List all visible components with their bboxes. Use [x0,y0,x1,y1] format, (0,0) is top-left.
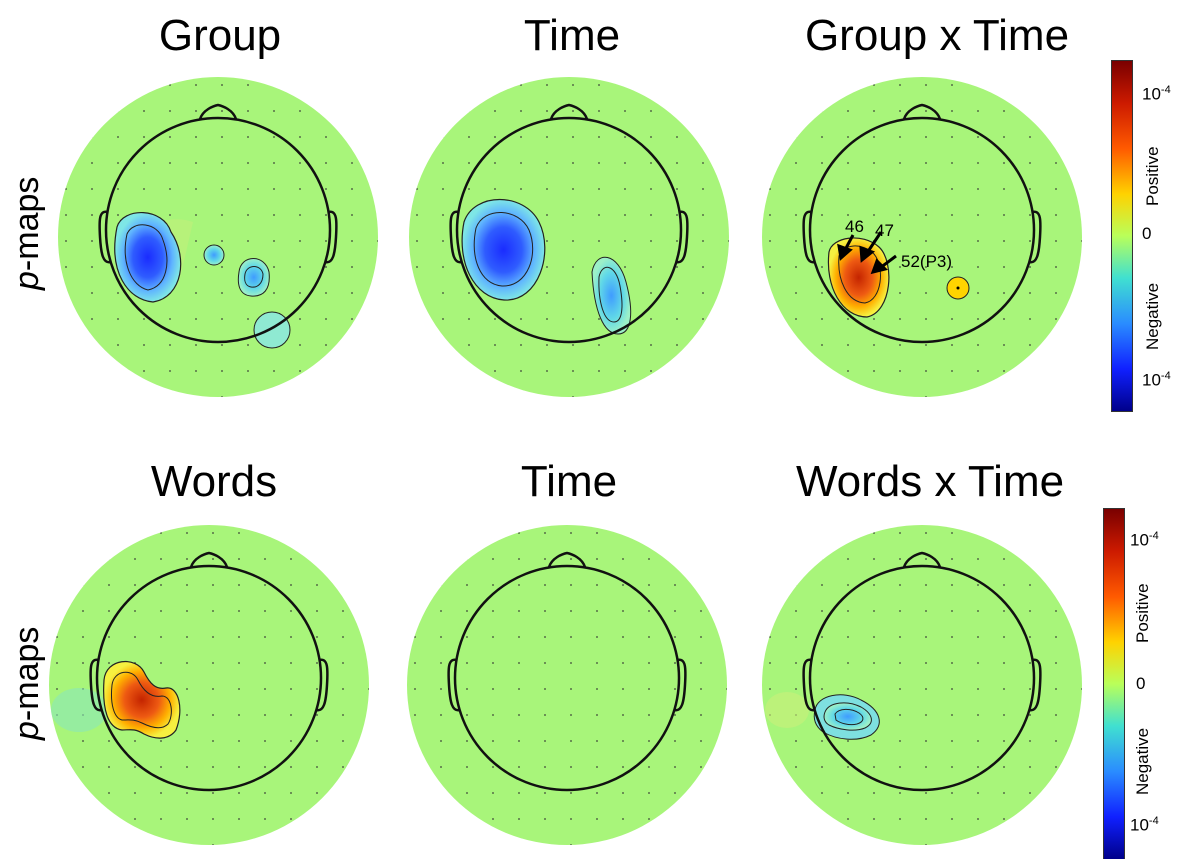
title-group: Group [158,11,282,60]
nose [547,551,587,568]
colorbar-bottom-min-label: 10-4 [1130,815,1159,835]
label-electrode-47: 47 [875,221,894,240]
head-outline [453,564,681,792]
nose [902,551,942,568]
colorbar-top-zero-label: 0 [1142,224,1152,243]
head-outline [95,564,323,792]
blob-negative-small [203,244,225,266]
head-outline [104,116,332,344]
ear-left [802,658,816,712]
row-label-top: p-maps [8,176,46,290]
ear-right [1028,210,1042,264]
arrows [837,231,897,275]
ear-left [89,658,103,712]
colorbar-top-max-label: 10-4 [1142,84,1171,104]
ear-right [315,658,329,712]
head-outline [808,116,1036,344]
colorbar-bottom-negative-label: Negative [1133,727,1152,795]
title-time-bottom: Time [520,457,618,506]
ear-right [673,658,687,712]
blob-positive-left [103,660,181,739]
label-electrode-52: 52(P3) [901,252,952,271]
ear-right [675,210,689,264]
topomap-group-x-time: 46 47 52(P3) [762,77,1082,397]
ear-left [449,210,463,264]
colorbar-top-positive-label: Positive [1143,146,1162,206]
colorbar-bottom [1103,508,1125,859]
colorbar-bottom-positive-label: Positive [1133,583,1152,643]
topomap-group [58,77,378,397]
head-outline [808,564,1036,792]
colorbar-bottom-max-label: 10-4 [1130,530,1159,550]
ear-left [447,658,461,712]
title-time-top: Time [523,11,621,60]
topomap-time-top [409,77,729,397]
nose [549,103,589,120]
row-label-bottom: p-maps [8,626,46,740]
nose [902,103,942,120]
blob-negative-lower [253,311,291,349]
colorbar-top-min-label: 10-4 [1142,370,1171,390]
label-electrode-46: 46 [845,217,864,236]
topomap-time-bottom [407,525,727,845]
title-words-x-time: Words x Time [795,457,1065,506]
title-words: Words [150,457,278,506]
nose [198,103,238,120]
title-group-x-time: Group x Time [804,11,1070,60]
ear-left [802,210,816,264]
ear-right [1028,658,1042,712]
blob-negative-left [114,212,182,303]
head-outline [455,116,683,344]
topomap-words [49,525,369,845]
ear-right [324,210,338,264]
nose [189,551,229,568]
colorbar-top [1111,60,1133,412]
ear-left [98,210,112,264]
colorbar-top-negative-label: Negative [1143,282,1162,350]
topomap-words-x-time [762,525,1082,845]
blob-negative-right [237,258,270,297]
colorbar-bottom-zero-label: 0 [1136,674,1146,693]
